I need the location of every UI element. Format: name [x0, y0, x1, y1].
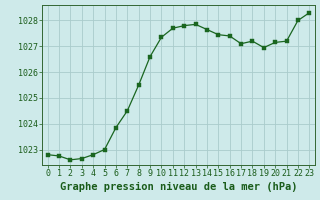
- X-axis label: Graphe pression niveau de la mer (hPa): Graphe pression niveau de la mer (hPa): [60, 182, 297, 192]
